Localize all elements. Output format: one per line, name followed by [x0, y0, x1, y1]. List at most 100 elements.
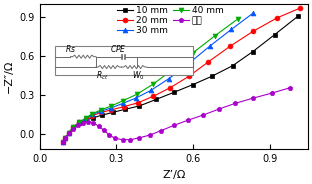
Text: $CPE$: $CPE$ — [110, 43, 127, 54]
30 mm — [110, 107, 113, 109]
Legend: 10 mm, 20 mm, 30 mm, 40 mm, 堆栈: 10 mm, 20 mm, 30 mm, 40 mm, 堆栈 — [117, 6, 224, 36]
40 mm — [171, 69, 174, 71]
20 mm — [84, 118, 88, 120]
10 mm — [71, 126, 75, 128]
堆栈 — [129, 139, 132, 141]
10 mm — [296, 15, 300, 18]
Line: 10 mm: 10 mm — [61, 14, 300, 144]
堆栈 — [186, 119, 190, 121]
40 mm — [90, 113, 94, 115]
10 mm — [124, 108, 127, 110]
40 mm — [191, 52, 195, 54]
30 mm — [251, 12, 255, 14]
10 mm — [100, 114, 104, 116]
10 mm — [91, 116, 95, 119]
Text: $R_{ct}$: $R_{ct}$ — [96, 69, 109, 82]
X-axis label: Z’/Ω: Z’/Ω — [162, 170, 186, 180]
40 mm — [63, 137, 67, 139]
30 mm — [121, 102, 125, 105]
30 mm — [61, 141, 65, 143]
Text: $Rs$: $Rs$ — [65, 43, 76, 54]
30 mm — [99, 110, 103, 112]
20 mm — [298, 7, 302, 9]
30 mm — [187, 62, 191, 64]
40 mm — [67, 131, 71, 134]
10 mm — [172, 91, 176, 93]
20 mm — [187, 75, 191, 77]
Line: 20 mm: 20 mm — [61, 6, 303, 144]
20 mm — [152, 95, 155, 97]
堆栈 — [91, 122, 95, 124]
Line: 40 mm: 40 mm — [61, 17, 240, 144]
20 mm — [251, 30, 255, 33]
10 mm — [84, 119, 88, 121]
30 mm — [90, 113, 94, 116]
Bar — [55, 46, 193, 75]
20 mm — [110, 109, 113, 111]
30 mm — [134, 97, 137, 99]
堆栈 — [201, 114, 205, 116]
堆栈 — [67, 132, 71, 134]
30 mm — [149, 89, 153, 91]
堆栈 — [270, 92, 274, 94]
30 mm — [229, 28, 233, 31]
40 mm — [99, 109, 103, 111]
堆栈 — [71, 128, 75, 130]
堆栈 — [251, 97, 255, 99]
10 mm — [63, 137, 67, 139]
堆栈 — [86, 121, 90, 123]
30 mm — [71, 126, 75, 128]
堆栈 — [97, 125, 100, 127]
Text: $W_0$: $W_0$ — [132, 69, 144, 82]
20 mm — [168, 87, 172, 89]
20 mm — [71, 126, 75, 128]
30 mm — [67, 131, 71, 134]
堆栈 — [61, 141, 65, 143]
堆栈 — [76, 124, 80, 127]
40 mm — [135, 93, 139, 95]
20 mm — [99, 111, 103, 114]
堆栈 — [113, 137, 117, 139]
30 mm — [167, 78, 171, 80]
10 mm — [67, 131, 71, 134]
堆栈 — [63, 137, 67, 139]
堆栈 — [102, 129, 105, 131]
堆栈 — [121, 139, 125, 141]
20 mm — [77, 121, 81, 123]
堆栈 — [233, 102, 237, 105]
30 mm — [84, 117, 88, 119]
堆栈 — [159, 130, 163, 132]
20 mm — [67, 131, 71, 134]
20 mm — [61, 141, 65, 143]
Y-axis label: −Z″/Ω: −Z″/Ω — [4, 60, 14, 93]
40 mm — [152, 83, 155, 85]
Line: 堆栈: 堆栈 — [61, 85, 292, 144]
10 mm — [231, 65, 234, 67]
堆栈 — [148, 134, 151, 136]
40 mm — [71, 126, 75, 128]
30 mm — [77, 121, 81, 123]
堆栈 — [138, 137, 141, 139]
堆栈 — [107, 133, 111, 136]
20 mm — [122, 105, 126, 108]
10 mm — [111, 111, 115, 114]
20 mm — [90, 115, 94, 117]
20 mm — [275, 17, 279, 19]
20 mm — [63, 137, 67, 139]
堆栈 — [172, 124, 176, 127]
堆栈 — [288, 87, 292, 89]
10 mm — [77, 122, 81, 125]
10 mm — [191, 84, 195, 86]
20 mm — [228, 45, 232, 47]
40 mm — [213, 35, 217, 37]
10 mm — [61, 141, 65, 143]
40 mm — [121, 100, 125, 102]
40 mm — [61, 141, 65, 143]
30 mm — [63, 137, 67, 139]
40 mm — [236, 18, 240, 20]
30 mm — [208, 45, 212, 47]
20 mm — [136, 102, 140, 104]
10 mm — [210, 75, 214, 77]
10 mm — [273, 33, 276, 36]
40 mm — [110, 105, 113, 107]
